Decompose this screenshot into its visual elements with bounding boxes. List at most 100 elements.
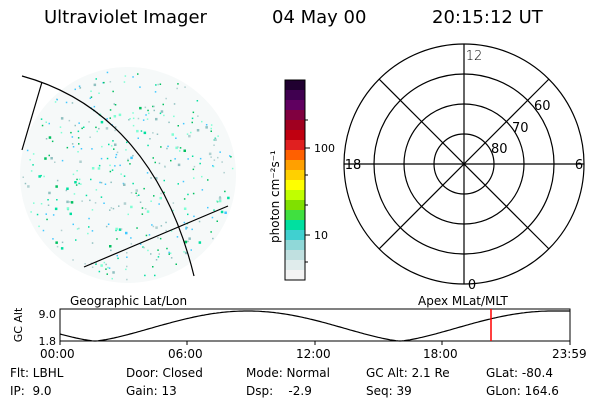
- image-pixel: [130, 237, 132, 239]
- image-pixel: [170, 230, 173, 232]
- image-pixel: [77, 137, 80, 139]
- image-pixel: [129, 163, 131, 165]
- image-pixel: [187, 240, 189, 243]
- image-pixel: [116, 151, 119, 154]
- image-pixel: [107, 266, 109, 269]
- image-pixel: [164, 165, 166, 168]
- image-pixel: [91, 242, 94, 244]
- image-pixel: [152, 105, 154, 108]
- image-pixel: [98, 270, 101, 273]
- image-pixel: [90, 90, 92, 92]
- image-pixel: [72, 173, 75, 176]
- colorbar-cell: [285, 210, 305, 221]
- mlt-label-18: 18: [345, 158, 362, 173]
- image-pixel: [105, 127, 109, 130]
- image-pixel: [98, 164, 101, 167]
- image-pixel: [56, 245, 59, 248]
- image-pixel: [145, 114, 147, 116]
- image-pixel: [116, 254, 118, 257]
- image-pixel: [114, 143, 117, 146]
- colorbar-cell: [285, 180, 305, 191]
- image-pixel: [114, 126, 117, 128]
- polar-panel: 12 18 6 0 60 70 80: [343, 43, 585, 293]
- x-tick-label: 06:00: [168, 347, 203, 361]
- image-pixel: [193, 165, 196, 168]
- image-pixel: [172, 202, 175, 204]
- image-pixel: [105, 268, 107, 270]
- image-pixel: [143, 131, 147, 135]
- image-pixel: [192, 192, 195, 195]
- image-pixel: [27, 185, 30, 188]
- image-pixel: [187, 193, 189, 196]
- image-pixel: [214, 137, 216, 140]
- image-pixel: [94, 202, 97, 204]
- colorbar-cell: [285, 80, 305, 91]
- image-pixel: [93, 105, 96, 108]
- image-pixel: [120, 228, 123, 230]
- image-pixel: [175, 263, 177, 265]
- image-pixel: [201, 120, 203, 123]
- image-pixel: [188, 237, 191, 240]
- image-pixel: [98, 92, 100, 94]
- image-pixel: [90, 178, 92, 181]
- image-pixel: [144, 208, 147, 210]
- image-pixel: [207, 206, 209, 209]
- image-pixel: [156, 133, 159, 135]
- image-pixel: [45, 121, 47, 123]
- image-pixel: [85, 194, 88, 197]
- image-pixel: [187, 213, 189, 216]
- image-pixel: [170, 159, 172, 162]
- image-pixel: [176, 87, 178, 90]
- image-pixel: [144, 274, 146, 277]
- image-pixel: [70, 131, 72, 134]
- image-pixel: [51, 140, 54, 143]
- image-pixel: [104, 183, 107, 185]
- geo-grid-line-2: [83, 205, 229, 268]
- image-pixel: [213, 144, 215, 146]
- colorbar-cell: [285, 120, 305, 131]
- image-pixel: [84, 263, 86, 265]
- time-label: 20:15:12 UT: [432, 7, 543, 28]
- colorbar-unit-label: photon cm⁻²s⁻¹: [268, 150, 282, 243]
- image-pixel: [115, 156, 117, 159]
- image-pixel: [157, 249, 159, 251]
- image-pixel: [191, 155, 194, 157]
- image-pixel: [210, 124, 213, 126]
- image-pixel: [193, 215, 195, 218]
- image-pixel: [127, 159, 129, 162]
- image-pixel: [132, 76, 134, 78]
- altitude-plot-frame: [59, 308, 571, 342]
- image-pixel: [186, 226, 189, 229]
- mlat-label-60: 60: [534, 99, 551, 114]
- image-pixel: [108, 267, 111, 269]
- image-pixel: [210, 130, 212, 132]
- image-pixel: [158, 253, 160, 255]
- image-pixel: [165, 97, 167, 100]
- image-pixel: [71, 136, 74, 138]
- image-pixel: [99, 181, 101, 184]
- image-pixel: [126, 265, 128, 268]
- altitude-ymax: 9.0: [39, 308, 57, 321]
- image-pixel: [221, 161, 223, 163]
- image-pixel: [199, 162, 201, 165]
- image-pixel: [210, 127, 212, 130]
- image-pixel: [116, 238, 118, 240]
- mlt-label-12: 12: [466, 49, 483, 64]
- image-pixel: [47, 199, 49, 201]
- image-pixel: [36, 213, 39, 216]
- image-pixel: [48, 154, 50, 157]
- image-pixel: [73, 193, 76, 195]
- image-pixel: [155, 117, 158, 121]
- image-pixel: [135, 189, 138, 192]
- uvi-image-panel: [20, 67, 236, 283]
- image-pixel: [177, 183, 179, 185]
- image-pixel: [143, 187, 145, 190]
- colorbar-cell: [285, 160, 305, 171]
- image-pixel: [80, 183, 82, 185]
- image-pixel: [40, 203, 43, 205]
- image-pixel: [169, 252, 172, 254]
- image-pixel: [96, 130, 98, 133]
- image-pixel: [186, 133, 189, 135]
- image-pixel: [155, 177, 158, 180]
- image-pixel: [153, 109, 155, 112]
